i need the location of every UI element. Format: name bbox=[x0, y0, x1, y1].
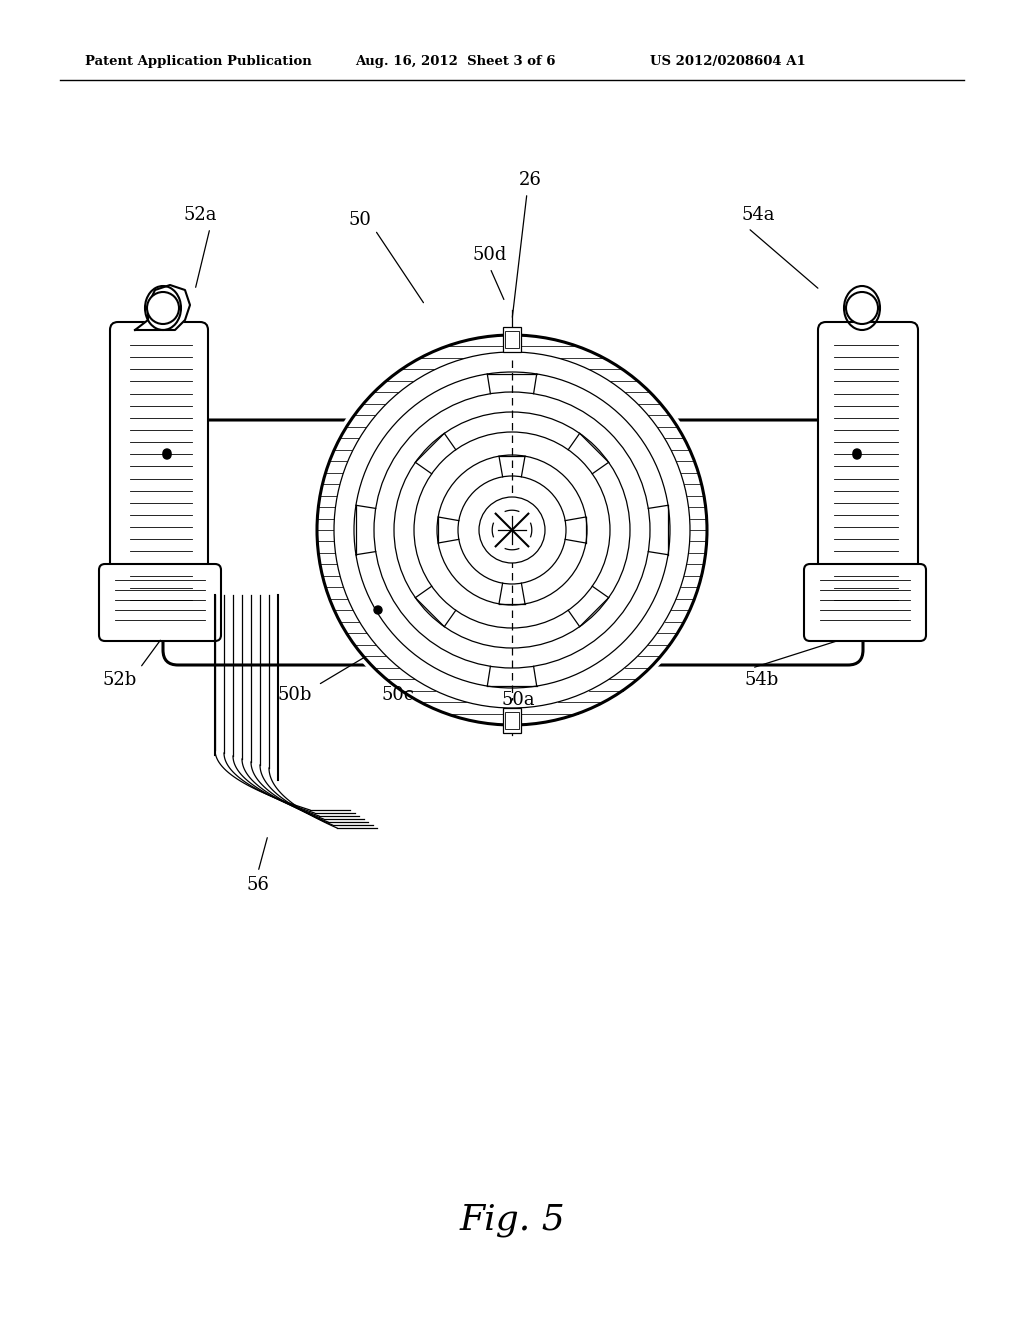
Text: 50d: 50d bbox=[473, 246, 507, 264]
Bar bbox=[505, 711, 519, 729]
Circle shape bbox=[163, 449, 171, 457]
FancyBboxPatch shape bbox=[163, 420, 863, 665]
Polygon shape bbox=[135, 285, 190, 330]
Circle shape bbox=[312, 330, 712, 730]
Circle shape bbox=[163, 451, 171, 459]
Bar bbox=[503, 708, 521, 733]
Circle shape bbox=[374, 606, 382, 614]
Text: 54b: 54b bbox=[744, 671, 779, 689]
Text: US 2012/0208604 A1: US 2012/0208604 A1 bbox=[650, 55, 806, 69]
Text: 50b: 50b bbox=[278, 686, 312, 704]
Text: 50: 50 bbox=[348, 211, 372, 228]
Circle shape bbox=[317, 335, 707, 725]
FancyBboxPatch shape bbox=[804, 564, 926, 642]
FancyBboxPatch shape bbox=[818, 322, 918, 623]
Text: 50c: 50c bbox=[382, 686, 415, 704]
Text: Patent Application Publication: Patent Application Publication bbox=[85, 55, 311, 69]
Circle shape bbox=[147, 292, 179, 323]
FancyBboxPatch shape bbox=[99, 564, 221, 642]
Text: 26: 26 bbox=[518, 172, 542, 189]
Text: Aug. 16, 2012  Sheet 3 of 6: Aug. 16, 2012 Sheet 3 of 6 bbox=[355, 55, 555, 69]
Bar bbox=[505, 331, 519, 348]
Text: 52b: 52b bbox=[102, 671, 137, 689]
Text: 56: 56 bbox=[247, 876, 269, 894]
Text: Fig. 5: Fig. 5 bbox=[459, 1203, 565, 1237]
Circle shape bbox=[479, 498, 545, 564]
Text: 50a: 50a bbox=[501, 690, 535, 709]
Circle shape bbox=[846, 292, 878, 323]
Circle shape bbox=[334, 352, 690, 708]
Text: 54a: 54a bbox=[741, 206, 775, 224]
Circle shape bbox=[458, 477, 566, 583]
Circle shape bbox=[853, 449, 861, 457]
Text: 52a: 52a bbox=[183, 206, 217, 224]
FancyBboxPatch shape bbox=[110, 322, 208, 623]
Circle shape bbox=[853, 451, 861, 459]
Bar bbox=[503, 327, 521, 352]
